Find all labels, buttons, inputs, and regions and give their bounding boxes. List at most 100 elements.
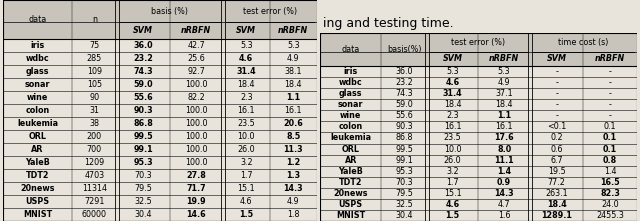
Text: TDT2: TDT2 <box>339 178 362 187</box>
Text: 1.5: 1.5 <box>445 211 460 220</box>
Text: 38.1: 38.1 <box>285 67 302 76</box>
Text: 99.1: 99.1 <box>134 145 153 154</box>
Text: 4.6: 4.6 <box>240 197 253 206</box>
Text: 105: 105 <box>87 80 102 89</box>
Text: 285: 285 <box>86 54 102 63</box>
Text: 7291: 7291 <box>84 197 104 206</box>
Text: nRBFN: nRBFN <box>181 26 211 35</box>
Text: 1.3: 1.3 <box>286 171 300 180</box>
Text: 1.7: 1.7 <box>446 178 459 187</box>
Text: 1289.1: 1289.1 <box>541 211 572 220</box>
Text: 92.7: 92.7 <box>188 67 205 76</box>
Text: 26.0: 26.0 <box>444 156 461 165</box>
Text: 99.1: 99.1 <box>396 156 413 165</box>
Text: 11314: 11314 <box>82 184 107 193</box>
Text: 0.1: 0.1 <box>603 133 617 143</box>
Text: 77.2: 77.2 <box>548 178 566 187</box>
Text: 86.8: 86.8 <box>133 119 153 128</box>
Text: 16.1: 16.1 <box>444 122 461 131</box>
Text: 10.0: 10.0 <box>444 145 461 154</box>
Text: 86.8: 86.8 <box>396 133 413 143</box>
Text: 82.2: 82.2 <box>188 93 205 102</box>
Text: 100.0: 100.0 <box>185 132 207 141</box>
Text: 1.6: 1.6 <box>498 211 510 220</box>
Text: 100.0: 100.0 <box>185 145 207 154</box>
Text: AR: AR <box>344 156 357 165</box>
Text: 11.1: 11.1 <box>494 156 514 165</box>
Text: SVM: SVM <box>133 26 154 35</box>
Text: data: data <box>342 45 360 54</box>
Text: USPS: USPS <box>26 197 49 206</box>
Text: data: data <box>28 15 47 24</box>
Text: 4.7: 4.7 <box>498 200 511 209</box>
Text: glass: glass <box>26 67 49 76</box>
Text: 14.3: 14.3 <box>284 184 303 193</box>
Text: -: - <box>555 100 558 109</box>
Text: 14.6: 14.6 <box>186 210 206 219</box>
Text: 18.4: 18.4 <box>547 200 566 209</box>
Text: 2.3: 2.3 <box>240 93 253 102</box>
Text: 75: 75 <box>89 41 99 50</box>
Text: 0.2: 0.2 <box>550 133 563 143</box>
Text: -: - <box>609 78 611 87</box>
Text: 1.7: 1.7 <box>240 171 253 180</box>
Text: iris: iris <box>30 41 45 50</box>
Text: sonar: sonar <box>25 80 51 89</box>
Text: 20.6: 20.6 <box>284 119 303 128</box>
Text: 23.2: 23.2 <box>396 78 413 87</box>
Text: 4.6: 4.6 <box>445 78 460 87</box>
Text: 700: 700 <box>87 145 102 154</box>
Text: 1209: 1209 <box>84 158 104 167</box>
Text: SVM: SVM <box>547 55 566 63</box>
Text: wine: wine <box>27 93 48 102</box>
Text: 70.3: 70.3 <box>396 178 413 187</box>
Text: 16.1: 16.1 <box>285 106 302 115</box>
Text: 36.0: 36.0 <box>396 67 413 76</box>
Text: 0.9: 0.9 <box>497 178 511 187</box>
Text: 42.7: 42.7 <box>188 41 205 50</box>
Text: 16.5: 16.5 <box>600 178 620 187</box>
Text: SVM: SVM <box>236 26 256 35</box>
Text: 59.0: 59.0 <box>134 80 153 89</box>
Text: 30.4: 30.4 <box>396 211 413 220</box>
Text: 0.8: 0.8 <box>603 156 617 165</box>
Text: USPS: USPS <box>339 200 363 209</box>
Text: 263.1: 263.1 <box>545 189 568 198</box>
Text: 4703: 4703 <box>84 171 104 180</box>
Text: 99.5: 99.5 <box>134 132 153 141</box>
Text: wine: wine <box>340 111 362 120</box>
Text: 5.3: 5.3 <box>498 67 511 76</box>
Text: 3.2: 3.2 <box>240 158 253 167</box>
Text: 19.9: 19.9 <box>186 197 206 206</box>
Text: 26.0: 26.0 <box>237 145 255 154</box>
Text: 36.0: 36.0 <box>134 41 153 50</box>
Text: 95.3: 95.3 <box>134 158 153 167</box>
Text: 60000: 60000 <box>82 210 107 219</box>
Text: 31.4: 31.4 <box>443 89 463 98</box>
Text: basis (%): basis (%) <box>151 7 188 15</box>
Text: 18.4: 18.4 <box>285 80 302 89</box>
Text: 99.5: 99.5 <box>396 145 413 154</box>
Text: 15.1: 15.1 <box>444 189 461 198</box>
Bar <box>320 66 637 221</box>
Text: <0.1: <0.1 <box>547 122 566 131</box>
Text: -: - <box>609 67 611 76</box>
Text: AR: AR <box>31 145 44 154</box>
Text: 4.9: 4.9 <box>498 78 511 87</box>
Text: 8.0: 8.0 <box>497 145 511 154</box>
Text: colon: colon <box>26 106 50 115</box>
Text: 1.1: 1.1 <box>286 93 300 102</box>
Text: 109: 109 <box>87 67 102 76</box>
Text: 5.3: 5.3 <box>446 67 459 76</box>
Text: leukemia: leukemia <box>17 119 58 128</box>
Text: 19.5: 19.5 <box>548 167 566 176</box>
Text: -: - <box>555 78 558 87</box>
Text: -: - <box>555 111 558 120</box>
Text: glass: glass <box>339 89 362 98</box>
Text: ORL: ORL <box>29 132 47 141</box>
Text: 11.3: 11.3 <box>284 145 303 154</box>
Text: 37.1: 37.1 <box>495 89 513 98</box>
Text: 79.5: 79.5 <box>134 184 152 193</box>
Text: -: - <box>555 67 558 76</box>
Text: 55.6: 55.6 <box>134 93 153 102</box>
